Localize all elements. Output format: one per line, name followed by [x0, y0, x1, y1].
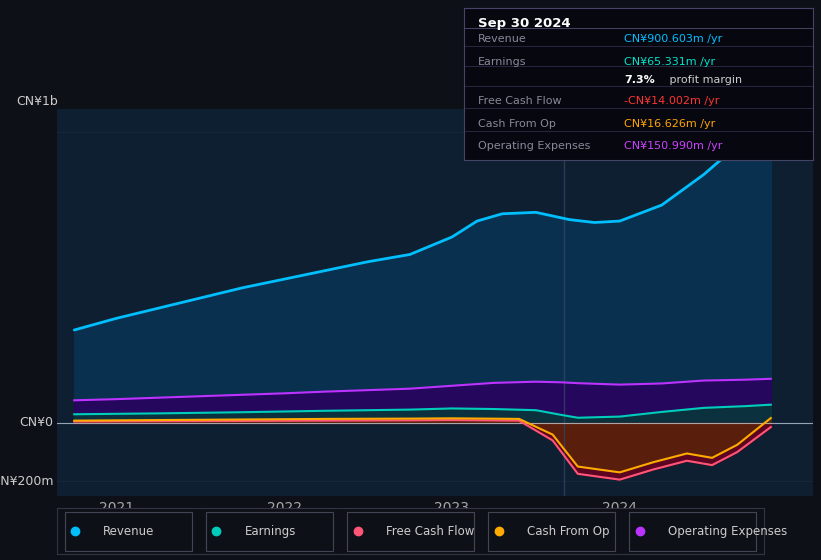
Text: -CN¥14.002m /yr: -CN¥14.002m /yr: [624, 96, 720, 106]
Text: CN¥150.990m /yr: CN¥150.990m /yr: [624, 142, 722, 151]
FancyBboxPatch shape: [206, 512, 333, 550]
FancyBboxPatch shape: [630, 512, 756, 550]
Text: Earnings: Earnings: [478, 57, 526, 67]
Text: Free Cash Flow: Free Cash Flow: [478, 96, 562, 106]
Text: Operating Expenses: Operating Expenses: [478, 142, 590, 151]
FancyBboxPatch shape: [65, 512, 191, 550]
Text: CN¥65.331m /yr: CN¥65.331m /yr: [624, 57, 715, 67]
Text: -CN¥200m: -CN¥200m: [0, 474, 53, 488]
Text: CN¥16.626m /yr: CN¥16.626m /yr: [624, 119, 716, 129]
Text: Revenue: Revenue: [478, 34, 526, 44]
Text: CN¥900.603m /yr: CN¥900.603m /yr: [624, 34, 722, 44]
Text: 7.3%: 7.3%: [624, 75, 655, 85]
Text: Operating Expenses: Operating Expenses: [668, 525, 787, 538]
Text: profit margin: profit margin: [667, 75, 742, 85]
Text: Cash From Op: Cash From Op: [527, 525, 609, 538]
Text: CN¥0: CN¥0: [20, 417, 53, 430]
Text: Revenue: Revenue: [103, 525, 154, 538]
FancyBboxPatch shape: [347, 512, 474, 550]
Text: Cash From Op: Cash From Op: [478, 119, 556, 129]
Text: CN¥1b: CN¥1b: [16, 95, 58, 108]
FancyBboxPatch shape: [488, 512, 615, 550]
Text: Earnings: Earnings: [245, 525, 296, 538]
Text: Free Cash Flow: Free Cash Flow: [386, 525, 475, 538]
Text: Sep 30 2024: Sep 30 2024: [478, 17, 571, 30]
